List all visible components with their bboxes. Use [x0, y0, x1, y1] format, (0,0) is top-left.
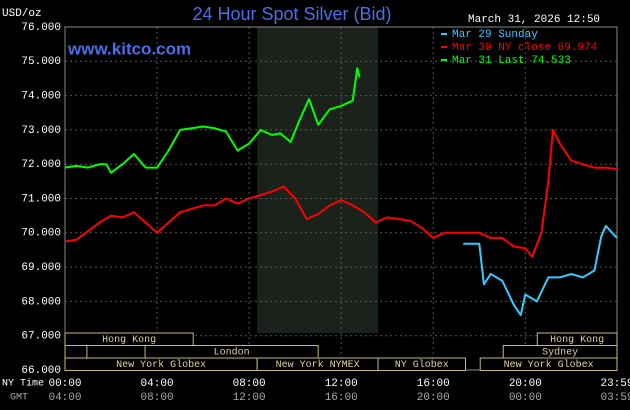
series-line: [463, 224, 618, 317]
y-tick-label: 71.000: [21, 193, 61, 205]
y-tick-label: 69.000: [21, 262, 61, 274]
y-tick-label: 67.000: [21, 331, 61, 343]
series-line: [64, 67, 361, 174]
legend-label: Mar 30 NY close 69.974: [452, 42, 598, 54]
y-tick-label: 73.000: [21, 125, 61, 137]
x2-tick-label: 08:00: [141, 392, 174, 404]
session-label: Hong Kong: [550, 335, 604, 346]
x2-tick-label: 12:00: [233, 392, 266, 404]
legend-label: Mar 31 Last 74.533: [452, 55, 571, 67]
y-tick-label: 74.000: [21, 91, 61, 103]
y-tick-label: 76.000: [21, 22, 61, 34]
x2-tick-label: 04:00: [48, 392, 81, 404]
session-label: London: [214, 347, 250, 359]
chart-title: 24 Hour Spot Silver (Bid): [192, 4, 391, 24]
y-axis-label: USD/oz: [2, 8, 42, 20]
session-label: Hong Kong: [102, 335, 156, 346]
x-axis-label: NY Time: [2, 378, 44, 390]
x-tick-label: 00:00: [48, 378, 81, 390]
session-shade: [257, 27, 379, 333]
session-label: NY Globex: [395, 359, 449, 371]
session-label: New York Globex: [504, 359, 594, 371]
y-tick-label: 68.000: [21, 296, 61, 308]
session-box: [64, 345, 88, 359]
session-label: New York NYMEX: [276, 359, 360, 371]
session-label: New York Globex: [116, 359, 206, 371]
session-box: [479, 357, 618, 371]
x2-tick-label: 20:00: [417, 392, 450, 404]
legend-label: Mar 29 Sunday: [452, 29, 538, 41]
x-tick-label: 20:00: [509, 378, 542, 390]
y-tick-label: 66.000: [21, 365, 61, 377]
x-tick-label: 16:00: [417, 378, 450, 390]
series-line: [64, 128, 618, 258]
session-box: [64, 332, 194, 346]
x2-tick-label: 00:00: [509, 392, 542, 404]
x2-tick-label: 16:00: [325, 392, 358, 404]
x2-axis-label: GMT: [10, 393, 28, 404]
y-tick-label: 70.000: [21, 228, 61, 240]
x-tick-label: 08:00: [233, 378, 266, 390]
x-tick-label: 04:00: [141, 378, 174, 390]
session-label: Sydney: [542, 347, 578, 359]
x-tick-label: 23:59: [600, 378, 630, 390]
session-box: [377, 357, 466, 371]
x-tick-label: 12:00: [325, 378, 358, 390]
x2-tick-label: 03:59: [600, 392, 630, 404]
y-tick-label: 72.000: [21, 159, 61, 171]
watermark: www.kitco.com: [67, 39, 191, 58]
plot-layer: [65, 26, 617, 371]
y-tick-label: 75.000: [21, 56, 61, 68]
timestamp: March 31, 2026 12:50: [468, 14, 600, 26]
